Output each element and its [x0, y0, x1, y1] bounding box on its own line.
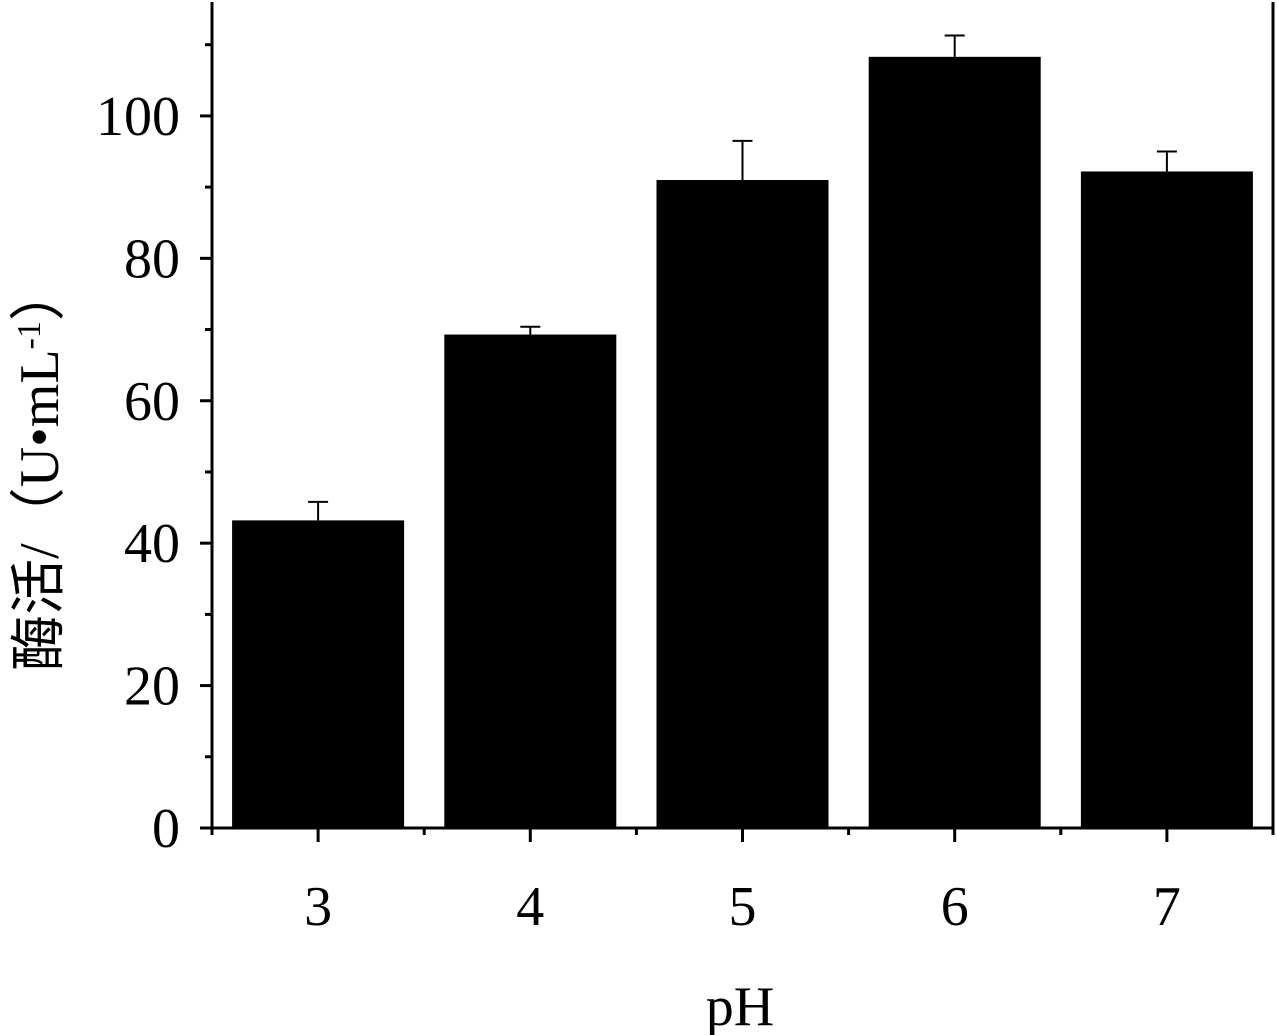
- bars: [232, 56, 1253, 829]
- y-tick-label: 80: [124, 228, 180, 290]
- x-tick-label: 7: [1153, 876, 1181, 938]
- bar-ph-4: [444, 334, 617, 828]
- x-tick-label: 4: [516, 876, 544, 938]
- y-tick-label: 0: [152, 798, 180, 860]
- bar-ph-3: [232, 520, 405, 828]
- tick-labels: 0 20 40 60 80 100 3 4 5 6 7: [96, 86, 1181, 938]
- bar-ph-7: [1080, 171, 1253, 828]
- x-tick-label: 5: [729, 876, 757, 938]
- ticks: [200, 43, 1275, 842]
- x-tick-label: 3: [304, 876, 332, 938]
- y-axis-title-superscript: -1: [11, 321, 48, 349]
- x-tick-label: 6: [941, 876, 969, 938]
- error-bars: [308, 34, 1177, 521]
- y-axis-title-main: 酶活/（U•mL: [9, 349, 71, 670]
- x-axis-title: pH: [706, 976, 774, 1035]
- y-tick-label: 20: [124, 656, 180, 718]
- y-tick-label: 100: [96, 86, 180, 148]
- y-axis-title: 酶活/（U•mL-1）: [9, 265, 71, 671]
- bar-ph-5: [656, 180, 829, 829]
- y-tick-label: 40: [124, 513, 180, 575]
- y-tick-label: 60: [124, 371, 180, 433]
- y-axis-title-suffix: ）: [9, 265, 71, 321]
- bar-ph-6: [868, 56, 1041, 829]
